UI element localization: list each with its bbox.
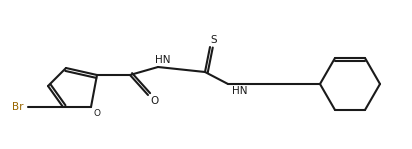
Text: HN: HN — [155, 55, 171, 65]
Text: O: O — [94, 110, 101, 118]
Text: S: S — [211, 35, 217, 45]
Text: O: O — [151, 96, 159, 106]
Text: Br: Br — [12, 102, 24, 112]
Text: HN: HN — [232, 86, 248, 96]
